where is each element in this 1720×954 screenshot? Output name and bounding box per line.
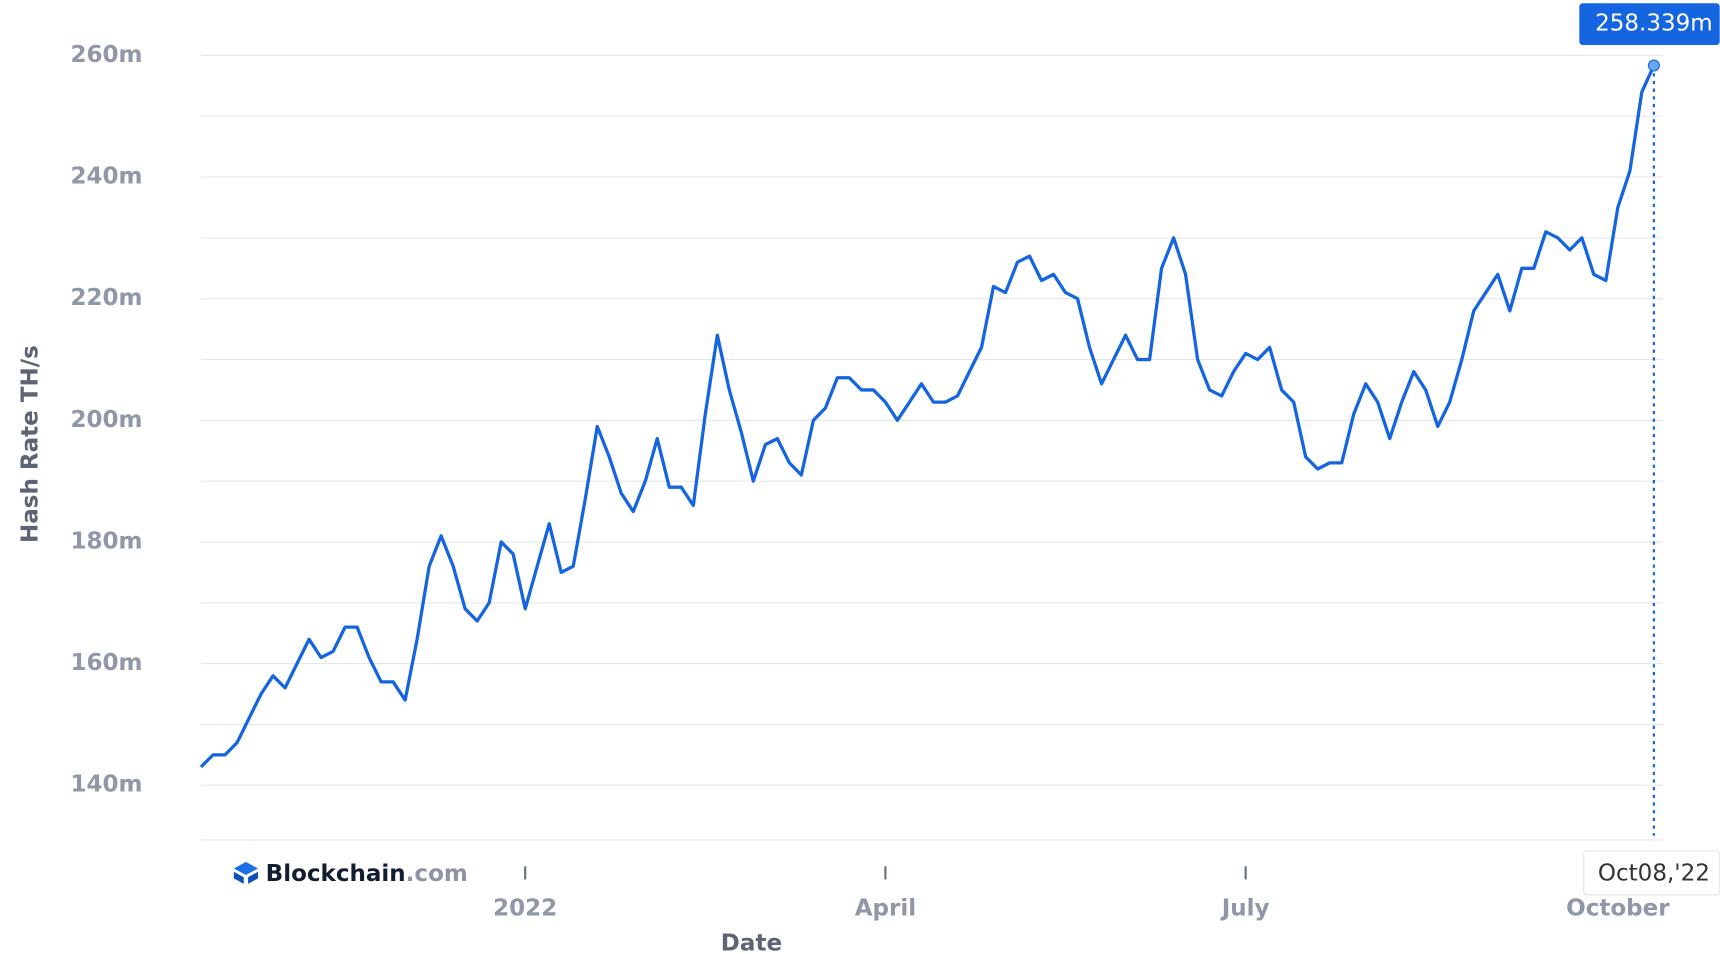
x-tick-label: 2022 — [493, 896, 557, 922]
y-tick-label: 180m — [70, 528, 142, 554]
value-tooltip-label: 258.339m — [1595, 11, 1713, 37]
x-tick-label: April — [855, 896, 916, 922]
y-tick-label: 200m — [70, 407, 142, 433]
brand-logo — [233, 871, 258, 884]
date-tooltip-label: Oct08,'22 — [1598, 860, 1710, 886]
y-tick-label: 220m — [70, 285, 142, 311]
y-tick-label: 160m — [70, 650, 142, 676]
x-tick-label: October — [1566, 896, 1670, 922]
brand-name: Blockchain.com — [266, 860, 468, 886]
y-tick-label: 260m — [70, 42, 142, 68]
y-tick-label: 140m — [70, 772, 142, 798]
brand-logo — [233, 861, 258, 876]
y-axis-title: Hash Rate TH/s — [18, 345, 44, 543]
x-axis-title: Date — [721, 931, 782, 954]
line — [199, 64, 1656, 769]
value-tooltip — [1579, 3, 1720, 45]
y-tick-label: 240m — [70, 164, 142, 190]
highlight-point — [1647, 59, 1660, 72]
brand: Blockchain.com — [233, 860, 468, 886]
x-tick-label: July — [1220, 896, 1270, 922]
